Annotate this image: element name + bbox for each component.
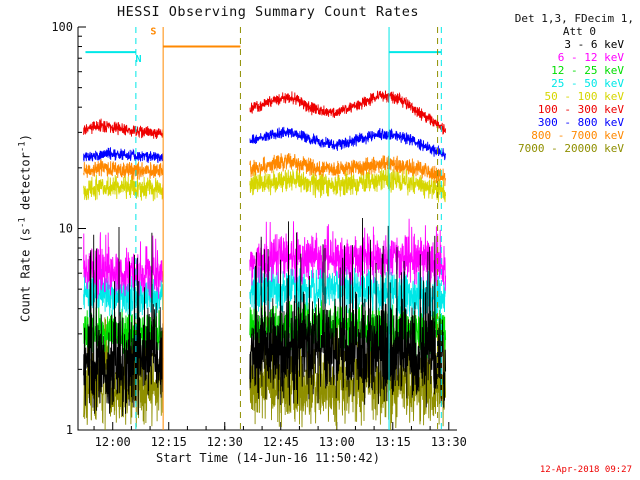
series-50-100keV (83, 173, 164, 202)
x-tick-label: 12:30 (207, 435, 243, 449)
series-50-100keV (249, 167, 447, 203)
legend-attenuator-header: Att 0 (562, 25, 596, 38)
series-3-6keV (83, 226, 164, 417)
x-axis-label: Start Time (14-Jun-16 11:50:42) (156, 451, 380, 465)
x-tick-label: 12:00 (95, 435, 131, 449)
legend-detector-header: Det 1,3, FDecim 1, (514, 12, 634, 25)
legend-item-12-25keV: 12 - 25 keV (551, 64, 624, 77)
series-300-800keV (249, 126, 447, 161)
ylabel-superscript: -1 (17, 141, 28, 153)
x-tick-label: 12:45 (263, 435, 299, 449)
flag-letter: S (150, 26, 156, 37)
ylabel-superscript: -1 (17, 217, 28, 229)
y-tick-label: 10 (59, 222, 73, 236)
series-3-6keV (249, 217, 447, 408)
legend-item-300-800keV: 300 - 800 keV (537, 116, 624, 129)
series-300-800keV (83, 147, 164, 164)
series-800-7000keV (249, 153, 447, 187)
legend-item-100-300keV: 100 - 300 keV (537, 103, 624, 116)
legend-item-800-7000keV: 800 - 7000 keV (531, 129, 624, 142)
flag-letter: N (135, 54, 141, 65)
chart-title: HESSI Observing Summary Count Rates (117, 4, 419, 20)
legend-energy-list: 3 - 6 keV 6 - 12 keV 12 - 25 keV 25 - 50 ke… (464, 38, 634, 155)
legend-item-3-6keV: 3 - 6 keV (564, 38, 624, 51)
y-axis-label: Count Rate (s-1 detector-1) (18, 134, 33, 322)
y-tick-label: 1 (66, 423, 73, 437)
ylabel-part: detector (18, 152, 33, 218)
plot-creation-timestamp: 12-Apr-2018 09:27 (539, 465, 632, 475)
x-tick-label: 13:00 (319, 435, 355, 449)
legend-item-50-100keV: 50 - 100 keV (544, 90, 624, 103)
x-tick-label: 13:15 (375, 435, 411, 449)
legend-item-25-50keV: 25 - 50 keV (551, 77, 624, 90)
series-6-12keV (249, 218, 447, 291)
legend-item-7000-20000keV: 7000 - 20000 keV (518, 142, 624, 155)
ylabel-part: Count Rate (s (18, 228, 33, 322)
series-800-7000keV (83, 159, 164, 181)
series-25-50keV (249, 263, 446, 321)
series-100-300keV (249, 90, 447, 135)
x-tick-label: 12:15 (151, 435, 187, 449)
legend: Det 1,3, FDecim 1, Att 0 3 - 6 keV 6 - 12… (464, 12, 634, 155)
series-100-300keV (83, 118, 164, 140)
x-tick-label: 13:30 (431, 435, 467, 449)
ylabel-part: ) (18, 134, 33, 142)
y-tick-label: 100 (51, 20, 73, 34)
legend-item-6-12keV: 6 - 12 keV (557, 51, 624, 64)
